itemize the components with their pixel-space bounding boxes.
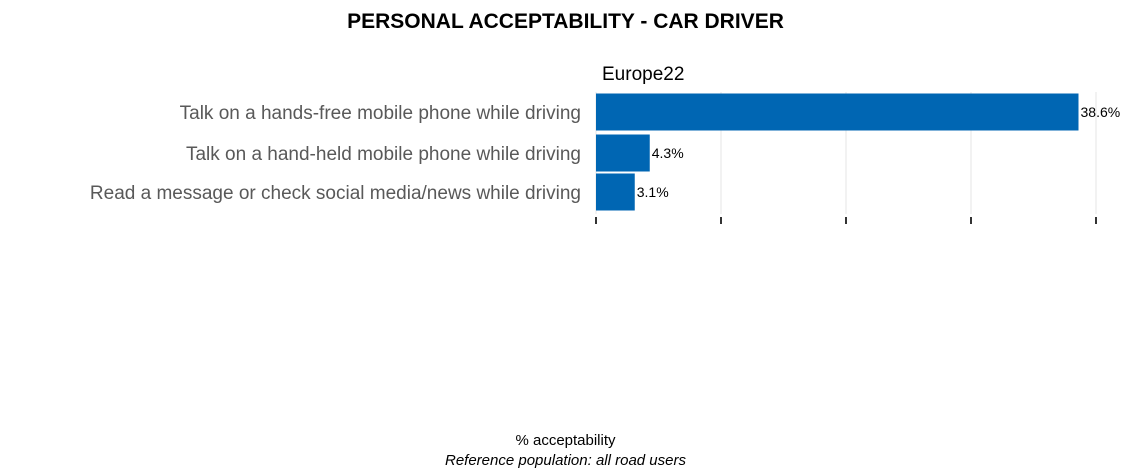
category-label: Read a message or check social media/new… [90,183,581,204]
chart-title: PERSONAL ACCEPTABILITY - CAR DRIVER [347,10,784,33]
category-labels: Talk on a hands-free mobile phone while … [90,103,581,204]
bar [596,173,635,211]
value-labels: 38.6% 4.3% 3.1% [637,104,1120,200]
bars [596,93,1079,211]
reference-population-note: Reference population: all road users [445,452,686,469]
bar [596,93,1079,131]
category-label: Talk on a hand-held mobile phone while d… [186,144,581,165]
value-label: 38.6% [1081,104,1121,120]
category-label: Talk on a hands-free mobile phone while … [180,103,581,124]
x-axis-label: % acceptability [515,432,616,449]
bar [596,134,650,172]
x-axis-ticks [595,217,1097,224]
panel-label: Europe22 [602,64,685,85]
value-label: 3.1% [637,184,669,200]
value-label: 4.3% [652,145,684,161]
